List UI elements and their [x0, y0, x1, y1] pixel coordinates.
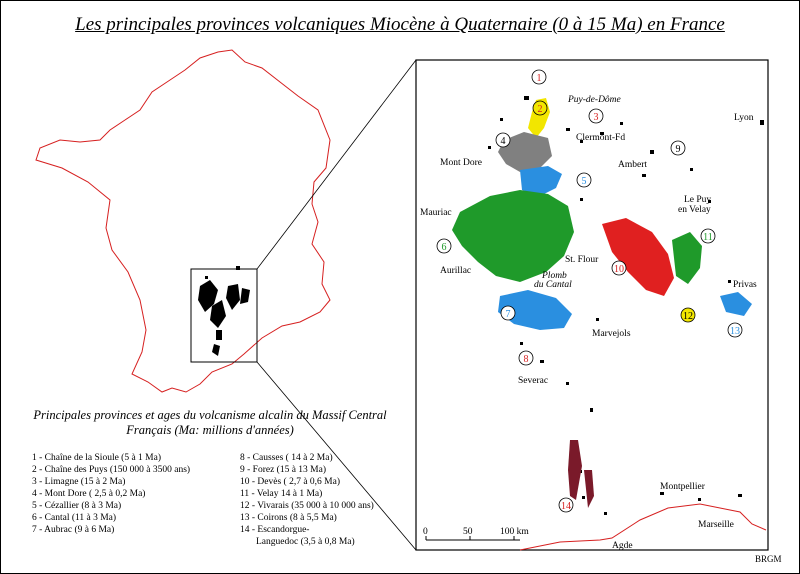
legend-heading: Principales provinces et ages du volcani…	[33, 408, 387, 437]
coastline	[519, 503, 767, 551]
legend-item-5: 5 - Cézallier (8 à 3 Ma)	[32, 501, 122, 511]
place-mont-dore: Mont Dore	[440, 158, 482, 168]
map-title: Les principales provinces volcaniques Mi…	[75, 14, 725, 35]
province-2-label: 2	[538, 104, 543, 115]
legend-item-14a: 14 - Escandorgue-	[240, 525, 310, 535]
place-puy-de-dome: Puy-de-Dôme	[567, 95, 621, 105]
province-number-markers	[436, 69, 743, 513]
legend-item-8: 8 - Causses ( 14 à 2 Ma)	[240, 453, 333, 463]
place-privas: Privas	[733, 280, 757, 290]
scale-label-0: 0	[423, 527, 428, 537]
province-5-label: 5	[582, 176, 587, 187]
place-lyon: Lyon	[734, 113, 754, 123]
legend-item-1: 1 - Chaîne de la Sioule (5 à 1 Ma)	[32, 453, 162, 463]
province-6-label: 6	[442, 242, 447, 253]
province-7-label: 7	[506, 309, 511, 320]
place-plomb: Plomb	[541, 271, 567, 281]
province-10-label: 10	[614, 264, 624, 275]
legend-left-column: 1 - Chaîne de la Sioule (5 à 1 Ma) 2 - C…	[32, 452, 190, 536]
province-8-label: 8	[524, 354, 529, 365]
scale-bar: 0 50 100 km	[423, 527, 529, 541]
province-3-label: 3	[594, 112, 599, 123]
legend-item-10: 10 - Devès ( 2,7 à 0,6 Ma)	[240, 477, 340, 487]
province-11-label: 11	[703, 232, 713, 243]
legend-right-column: 8 - Causses ( 14 à 2 Ma) 9 - Forez (15 à…	[240, 452, 374, 548]
place-labels: Puy-de-Dôme Clermont-Fd Mont Dore Ambert…	[420, 95, 757, 551]
place-st-flour: St. Flour	[565, 255, 599, 265]
scale-label-100: 100 km	[500, 527, 529, 537]
place-du-cantal: du Cantal	[534, 280, 572, 290]
place-ambert: Ambert	[618, 160, 647, 170]
legend-item-7: 7 - Aubrac (9 à 6 Ma)	[32, 525, 115, 535]
legend-item-3: 3 - Limagne (15 à 2 Ma)	[32, 477, 126, 487]
province-number-labels: 1 2 3 4 5 6 7 8 9 10 11 12 13 14	[442, 73, 741, 512]
province-1-label: 1	[537, 73, 542, 84]
legend-item-2: 2 - Chaîne des Puys (150 000 à 3500 ans)	[32, 465, 191, 475]
projection-line-top	[256, 59, 417, 270]
place-aurillac: Aurillac	[440, 266, 471, 276]
place-mauriac: Mauriac	[420, 208, 452, 218]
place-severac: Severac	[518, 376, 548, 386]
inset-volcanic-patches	[198, 266, 250, 356]
inset-box	[190, 268, 258, 363]
province-4-label: 4	[501, 136, 506, 147]
place-agde: Agde	[612, 541, 633, 551]
legend-item-13: 13 - Coirons (8 à 5,5 Ma)	[240, 513, 337, 523]
legend-item-14b: Languedoc (3,5 à 0,8 Ma)	[256, 537, 355, 547]
legend-item-4: 4 - Mont Dore ( 2,5 à 0,2 Ma)	[32, 489, 146, 499]
place-marvejols: Marvejols	[592, 329, 631, 339]
place-clermont-fd: Clermont-Fd	[576, 133, 625, 143]
legend-item-6: 6 - Cantal (11 à 3 Ma)	[32, 513, 117, 523]
legend-item-11: 11 - Velay 14 à 1 Ma)	[240, 489, 323, 499]
province-13-label: 13	[730, 326, 740, 337]
place-montpellier: Montpellier	[660, 482, 706, 492]
scale-label-50: 50	[463, 527, 473, 537]
legend-item-12: 12 - Vivarais (35 000 à 10 000 ans)	[240, 501, 374, 511]
province-12-label: 12	[683, 311, 693, 322]
place-marseille: Marseille	[698, 520, 734, 530]
legend-item-9: 9 - Forez (15 à 13 Ma)	[240, 465, 327, 475]
detail-frame	[415, 59, 769, 551]
province-9-label: 9	[676, 144, 681, 155]
place-le-puy: Le Puy	[684, 195, 711, 205]
projection-line-bottom	[256, 361, 417, 551]
credit: BRGM	[755, 554, 782, 564]
france-outline	[35, 49, 331, 393]
province-14-label: 14	[561, 501, 571, 512]
place-en-velay: en Velay	[678, 205, 711, 215]
province-shapes	[452, 96, 764, 515]
